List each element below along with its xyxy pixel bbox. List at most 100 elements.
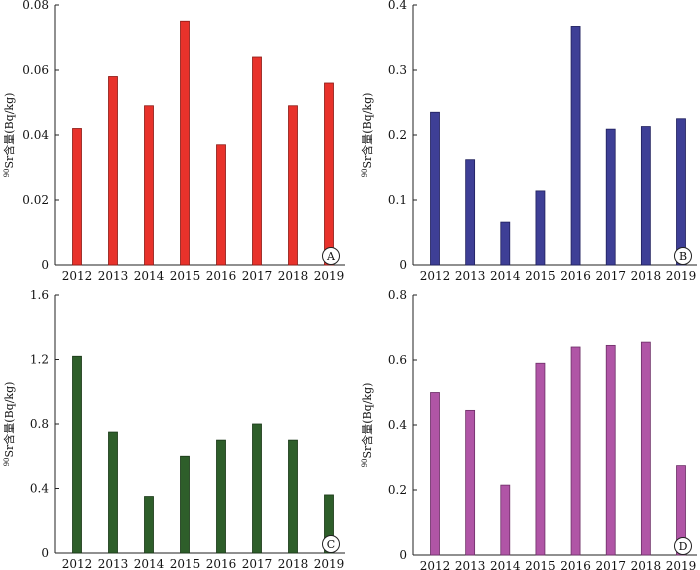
panel-letter: B: [679, 250, 687, 263]
y-tick-label: 0.6: [388, 353, 407, 367]
x-tick-label: 2013: [455, 269, 486, 283]
bar-2019: [676, 465, 686, 556]
x-tick-label: 2012: [62, 269, 93, 283]
chart-panel-D: 0 0.2 0.4 0.6 0.8 90Sr含量(Bq/kg) 2012 2013 2014 20…: [360, 288, 697, 570]
bar-2015: [180, 455, 190, 554]
y-tick-label: 0.3: [388, 63, 407, 77]
bar-2015: [180, 20, 190, 266]
x-tick-label: 2018: [631, 559, 662, 570]
y-axis-label-text: Sr含量(Bq/kg): [2, 93, 16, 169]
x-tick-label: 2012: [62, 557, 93, 570]
x-tick-label: 2014: [134, 557, 165, 570]
bar-2012: [430, 111, 440, 266]
y-axis-label-sup: 90: [361, 169, 369, 178]
bar-2018: [640, 341, 651, 556]
x-tick-label: 2012: [420, 559, 451, 570]
bar-2017: [605, 128, 616, 266]
x-tick-label: 2015: [170, 557, 201, 570]
bar-2016: [570, 26, 581, 266]
panel-badge: [674, 537, 692, 555]
bar-2012: [72, 355, 82, 554]
x-tick-label: 2015: [525, 269, 556, 283]
y-axis-label: 90Sr含量(Bq/kg): [360, 93, 374, 178]
bar-2019: [324, 82, 334, 266]
bar-2016: [570, 346, 581, 556]
y-tick-label: 0: [41, 258, 49, 272]
bar-2018: [288, 439, 298, 554]
y-tick-label: 0: [41, 546, 49, 560]
bar-2017: [252, 56, 262, 266]
bar-2015: [535, 362, 546, 556]
x-tick-label: 2016: [206, 269, 237, 283]
panel-badge: [674, 247, 692, 265]
bar-2013: [465, 409, 476, 556]
y-tick-label: 0.4: [388, 418, 407, 432]
x-tick-label: 2019: [666, 269, 697, 283]
x-tick-label: 2016: [560, 559, 591, 570]
bar-2012: [430, 392, 440, 556]
y-tick-label: 0.4: [388, 0, 407, 12]
x-tick-label: 2015: [170, 269, 201, 283]
y-tick-label: 0.04: [22, 128, 49, 142]
x-tick-label: 2017: [242, 557, 273, 570]
y-tick-label: 0.2: [388, 483, 407, 497]
x-tick-label: 2018: [278, 557, 309, 570]
bar-2016: [216, 144, 226, 266]
x-tick-label: 2014: [490, 269, 521, 283]
x-tick-label: 2013: [98, 269, 129, 283]
bar-2016: [216, 439, 226, 554]
x-tick-label: 2014: [490, 559, 521, 570]
x-tick-label: 2015: [525, 559, 556, 570]
panel-letter: A: [326, 250, 336, 263]
y-axis-label-sup: 90: [3, 458, 11, 467]
bar-2014: [500, 484, 511, 556]
y-axis-label: 90Sr含量(Bq/kg): [360, 383, 374, 468]
bar-2014: [144, 496, 154, 554]
bar-2017: [605, 344, 616, 556]
y-axis-label: 90Sr含量(Bq/kg): [2, 93, 16, 178]
x-tick-label: 2014: [134, 269, 165, 283]
bar-2012: [72, 128, 82, 266]
y-axis-label-sup: 90: [3, 169, 11, 178]
panel-letter: D: [679, 540, 688, 553]
y-tick-label: 0: [399, 548, 407, 562]
x-tick-label: 2016: [560, 269, 591, 283]
panel-letter: C: [327, 538, 335, 551]
y-tick-label: 0.4: [30, 482, 49, 496]
y-axis-label-text: Sr含量(Bq/kg): [2, 382, 16, 458]
bar-2018: [640, 126, 651, 266]
bar-2017: [252, 423, 262, 554]
x-tick-label: 2017: [242, 269, 273, 283]
x-tick-label: 2013: [98, 557, 129, 570]
bar-2015: [535, 190, 546, 266]
x-tick-label: 2019: [666, 559, 697, 570]
x-tick-label: 2016: [206, 557, 237, 570]
bar-2013: [465, 159, 476, 266]
y-axis-label-sup: 90: [361, 459, 369, 468]
chart-panel-B: 0 0.1 0.2 0.3 0.4 90Sr含量(Bq/kg) 2012 2013 2014 20…: [360, 0, 697, 283]
x-tick-label: 2012: [420, 269, 451, 283]
x-tick-label: 2019: [314, 269, 345, 283]
bar-2014: [500, 221, 511, 266]
bar-2019: [324, 494, 334, 554]
y-axis-label: 90Sr含量(Bq/kg): [2, 382, 16, 467]
x-tick-label: 2018: [631, 269, 662, 283]
bar-2018: [288, 105, 298, 266]
y-tick-label: 0.1: [388, 193, 407, 207]
y-axis-label-text: Sr含量(Bq/kg): [360, 93, 374, 169]
bar-2014: [144, 105, 154, 266]
x-tick-label: 2017: [595, 559, 626, 570]
y-tick-label: 0.8: [30, 417, 49, 431]
chart-panel-C: 0 0.4 0.8 1.2 1.6 90Sr含量(Bq/kg) 2012 2013 2014 20…: [2, 288, 345, 570]
x-tick-label: 2017: [595, 269, 626, 283]
x-tick-label: 2013: [455, 559, 486, 570]
y-tick-label: 0.8: [388, 288, 407, 302]
x-tick-label: 2018: [278, 269, 309, 283]
y-tick-label: 0: [399, 258, 407, 272]
chart-panel-A: 0 0.02 0.04 0.06 0.08 90Sr含量(Bq/kg) 2012 2013 20…: [2, 0, 345, 283]
y-tick-label: 1.6: [30, 288, 49, 302]
panel-badge: [322, 247, 340, 265]
panel-badge: [322, 535, 340, 553]
bar-2013: [108, 431, 118, 554]
